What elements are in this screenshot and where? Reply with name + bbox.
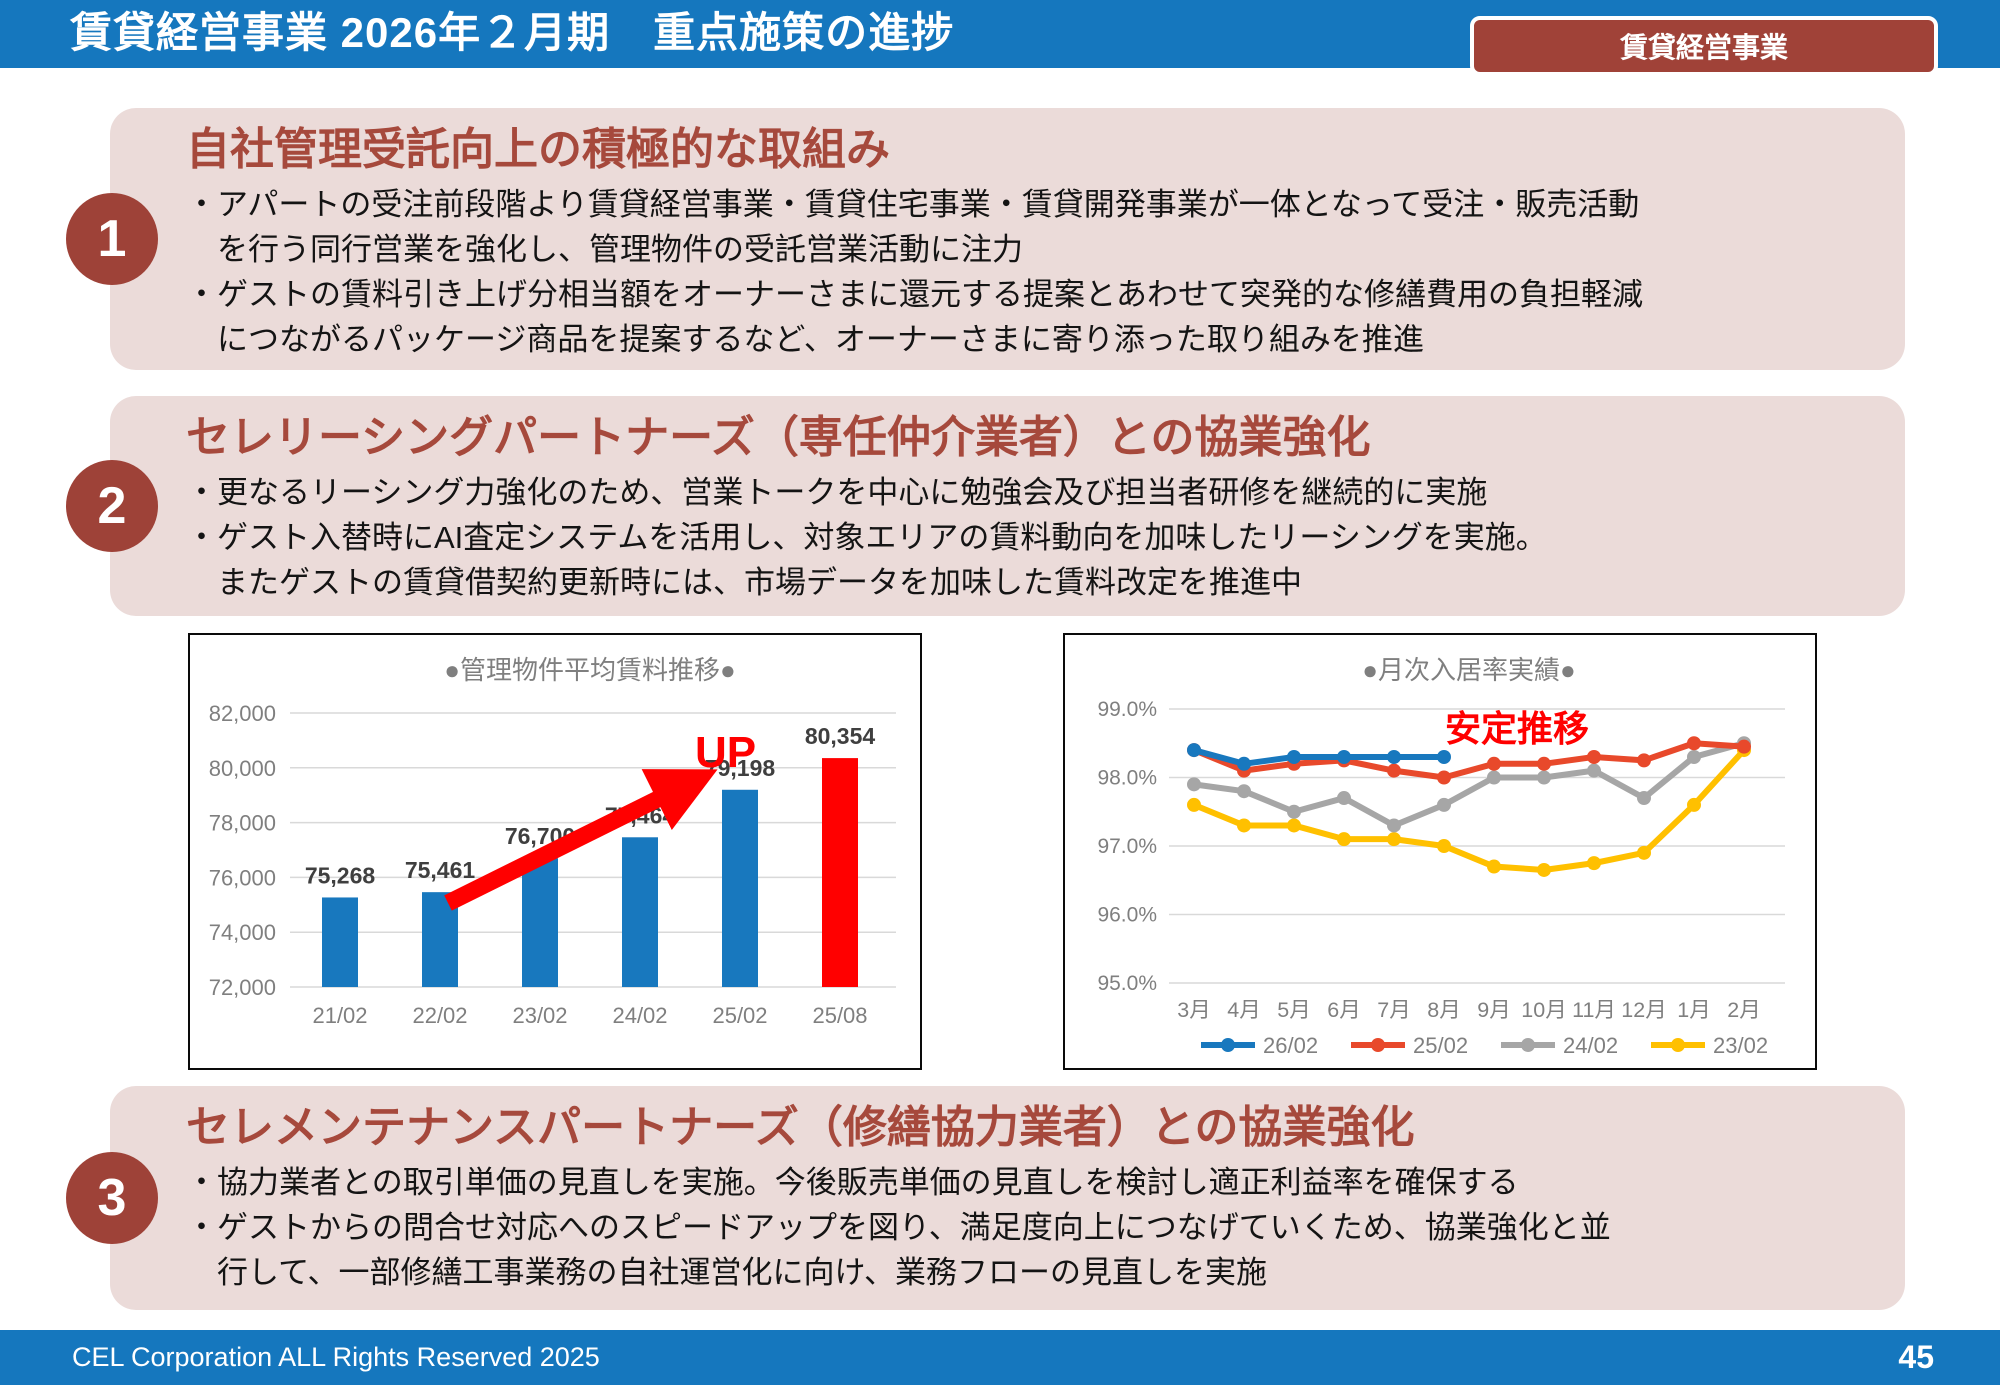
svg-text:2月: 2月 (1727, 998, 1760, 1022)
svg-text:24/02: 24/02 (1563, 1033, 1618, 1058)
svg-text:●月次入居率実績●: ●月次入居率実績● (1362, 655, 1575, 685)
bullet-item: ・更なるリーシング力強化のため、営業トークを中心に勉強会及び担当者研修を継続的に… (186, 475, 1488, 510)
bullet-item: ・アパートの受注前段階より賃貸経営事業・賃貸住宅事業・賃貸開発事業が一体となって… (186, 187, 1640, 267)
occupancy-rate-chart-panel: ●月次入居率実績● 95.0% 96.0% 97.0% 98.0% 99.0% 3月 4月 5月… (1063, 633, 1817, 1070)
svg-text:25/02: 25/02 (712, 1003, 767, 1028)
section-leasing-partners: 2 セレリーシングパートナーズ（専任仲介業者）との協業強化 ・更なるリーシング力… (66, 396, 1905, 616)
section-bullets: ・更なるリーシング力強化のため、営業トークを中心に勉強会及び担当者研修を継続的に… (186, 471, 1875, 606)
svg-text:8月: 8月 (1427, 998, 1460, 1022)
svg-text:98.0%: 98.0% (1097, 767, 1157, 790)
section-title: セレリーシングパートナーズ（専任仲介業者）との協業強化 (186, 413, 1371, 462)
svg-text:80,000: 80,000 (209, 756, 276, 781)
svg-text:安定推移: 安定推移 (1445, 708, 1589, 749)
section-title: 自社管理受託向上の積極的な取組み (186, 125, 890, 174)
svg-text:95.0%: 95.0% (1097, 972, 1157, 995)
svg-text:12月: 12月 (1621, 998, 1666, 1022)
section-self-management: 1 自社管理受託向上の積極的な取組み ・アパートの受注前段階より賃貸経営事業・賃… (66, 108, 1905, 370)
svg-text:25/02: 25/02 (1413, 1033, 1468, 1058)
svg-text:75,461: 75,461 (405, 857, 476, 883)
svg-text:75,268: 75,268 (305, 862, 376, 888)
svg-text:5月: 5月 (1277, 998, 1310, 1022)
section-number-badge: 2 (66, 460, 158, 552)
svg-text:72,000: 72,000 (209, 975, 276, 1000)
footer-bar: CEL Corporation ALL Rights Reserved 2025… (0, 1330, 2000, 1385)
svg-text:9月: 9月 (1477, 998, 1510, 1022)
section-bullets: ・アパートの受注前段階より賃貸経営事業・賃貸住宅事業・賃貸開発事業が一体となって… (186, 183, 1875, 363)
svg-text:26/02: 26/02 (1263, 1033, 1318, 1058)
bullet-item: ・ゲストからの問合せ対応へのスピードアップを図り、満足度向上につなげていくため、… (186, 1209, 1611, 1290)
section-number-badge: 1 (66, 193, 158, 285)
page-number: 45 (1898, 1339, 1934, 1375)
svg-text:82,000: 82,000 (209, 701, 276, 726)
svg-text:24/02: 24/02 (612, 1003, 667, 1028)
section-title: セレメンテナンスパートナーズ（修繕協力業者）との協業強化 (186, 1103, 1415, 1152)
bullet-item: ・ゲストの賃料引き上げ分相当額をオーナーさまに還元する提案とあわせて突発的な修繕… (186, 276, 1643, 357)
section-number-badge: 3 (66, 1152, 158, 1244)
svg-text:21/02: 21/02 (312, 1003, 367, 1028)
svg-text:25/08: 25/08 (812, 1003, 867, 1028)
svg-text:UP: UP (695, 728, 756, 777)
bullet-item: ・協力業者との取引単価の見直しを実施。今後販売単価の見直しを検討し適正利益率を確… (186, 1165, 1519, 1200)
business-segment-badge: 賃貸経営事業 (1470, 16, 1938, 76)
svg-text:11月: 11月 (1572, 998, 1616, 1022)
section-bullets: ・協力業者との取引単価の見直しを実施。今後販売単価の見直しを検討し適正利益率を確… (186, 1161, 1875, 1296)
svg-text:4月: 4月 (1227, 998, 1260, 1022)
page-title: 賃貸経営事業 2026年２月期 重点施策の進捗 (70, 9, 955, 56)
svg-text:22/02: 22/02 (412, 1003, 467, 1028)
section-maintenance-partners: 3 セレメンテナンスパートナーズ（修繕協力業者）との協業強化 ・協力業者との取引… (66, 1086, 1905, 1310)
average-rent-chart-panel: ●管理物件平均賃料推移● 72,000 74,000 76,000 78,000 80,0… (188, 633, 922, 1070)
svg-text:23/02: 23/02 (512, 1003, 567, 1028)
svg-text:96.0%: 96.0% (1097, 904, 1157, 927)
svg-text:●管理物件平均賃料推移●: ●管理物件平均賃料推移● (444, 655, 735, 685)
svg-text:10月: 10月 (1521, 998, 1566, 1022)
copyright-text: CEL Corporation ALL Rights Reserved 2025 (72, 1342, 600, 1372)
bullet-item: ・ゲスト入替時にAI査定システムを活用し、対象エリアの賃料動向を加味したリーシン… (186, 519, 1547, 600)
svg-text:76,000: 76,000 (209, 865, 276, 890)
svg-text:7月: 7月 (1377, 998, 1410, 1022)
svg-text:78,000: 78,000 (209, 811, 276, 836)
svg-text:6月: 6月 (1327, 998, 1360, 1022)
monthly-occupancy-line-chart: ●月次入居率実績● 95.0% 96.0% 97.0% 98.0% 99.0% 3月 4月 5月… (1097, 655, 1785, 1058)
svg-text:97.0%: 97.0% (1097, 835, 1157, 858)
average-rent-bar-chart: ●管理物件平均賃料推移● 72,000 74,000 76,000 78,000 80,0… (209, 655, 896, 1028)
svg-text:23/02: 23/02 (1713, 1033, 1768, 1058)
svg-text:1月: 1月 (1677, 998, 1710, 1022)
svg-text:3月: 3月 (1177, 998, 1210, 1022)
svg-text:99.0%: 99.0% (1097, 698, 1157, 721)
svg-text:80,354: 80,354 (805, 723, 876, 749)
svg-text:74,000: 74,000 (209, 920, 276, 945)
